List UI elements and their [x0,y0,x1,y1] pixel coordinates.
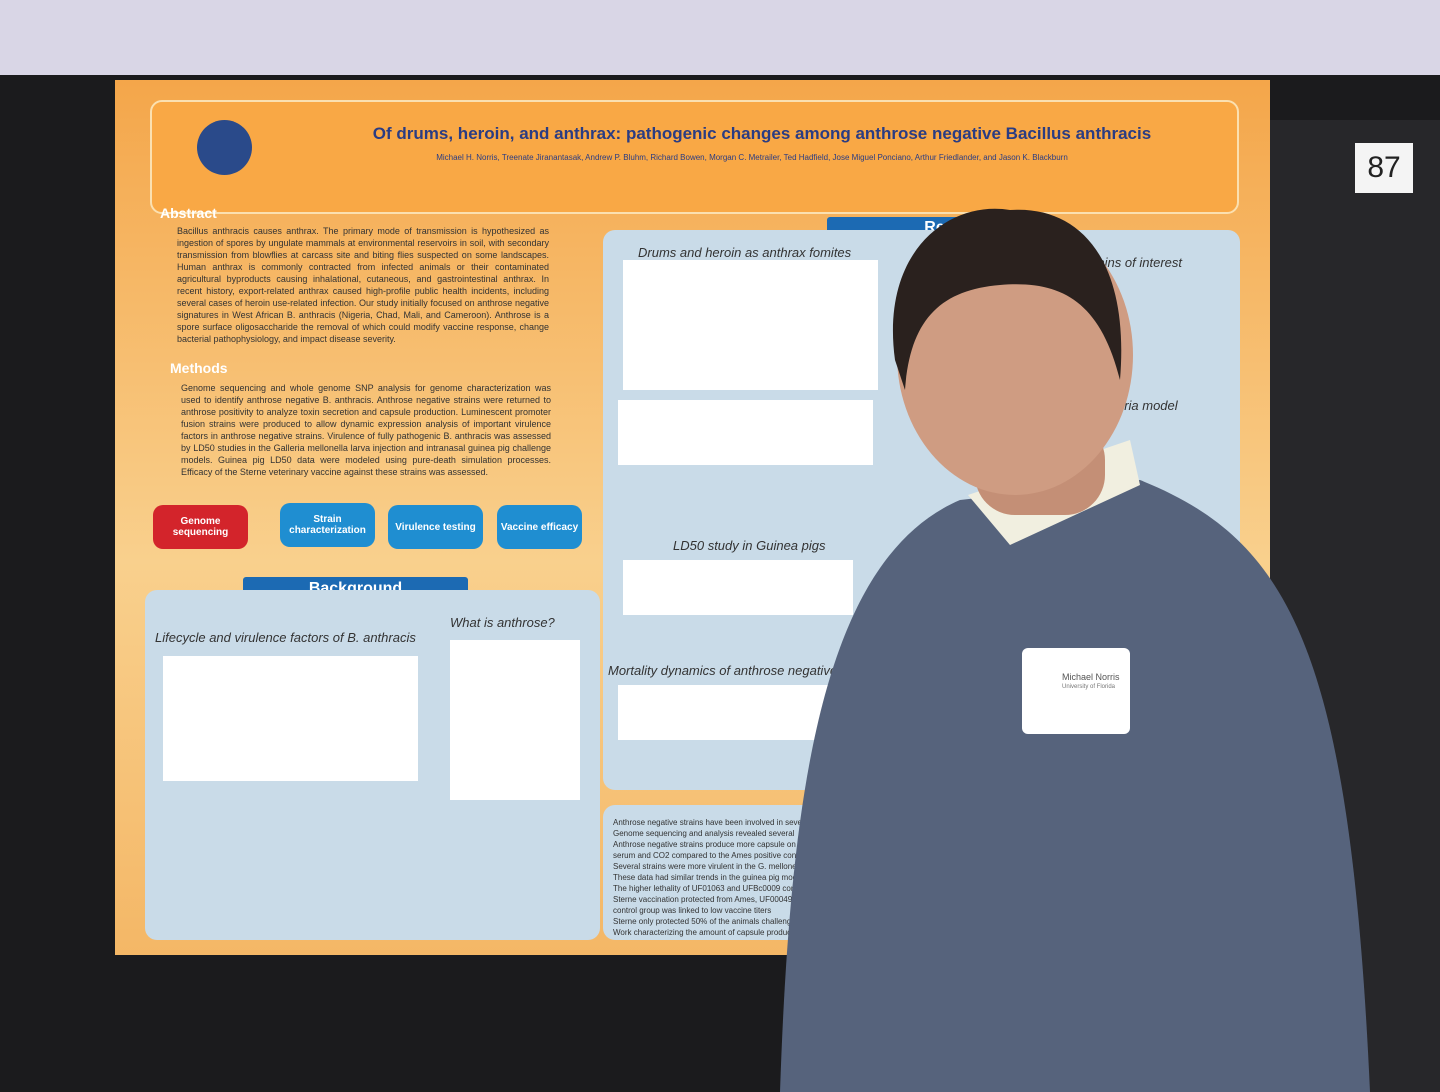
fomites-title: Drums and heroin as anthrax fomites [638,245,852,260]
badge-affiliation: University of Florida [1062,684,1116,690]
conclusion-item: The higher lethality of UF01063 and UFBc… [613,884,798,893]
conclusion-item: Sterne only protected 50% of the animals… [613,917,796,926]
anthrose-figure [450,640,580,800]
conclusion-item: Genome sequencing and analysis revealed … [613,829,795,838]
lifecycle-title: Lifecycle and virulence factors of B. an… [155,630,416,645]
workflow-step: Vaccine efficacy [497,505,582,549]
mortality-figure [618,685,828,740]
lab-logo [197,120,252,175]
conclusion-item: Anthrose negative strains have been invo… [613,818,803,827]
ld50-figure [623,560,853,615]
conclusion-item: control group was linked to low vaccine … [613,906,772,915]
strain-table [618,400,873,465]
methods-text: Genome sequencing and whole genome SNP a… [181,383,551,477]
conclusion-item: Work characterizing the amount of capsul… [613,928,796,937]
conclusion-item: Anthrose negative strains produce more c… [613,840,796,849]
workflow-step: Strain characterization [280,503,375,547]
sweater [780,480,1370,1092]
workflow-step: Virulence testing [388,505,483,549]
conclusion-item: Several strains were more virulent in th… [613,862,797,871]
methods-heading: Methods [170,360,228,376]
conclusion-item: serum and CO2 compared to the Ames posit… [613,851,799,860]
hair [892,208,1122,390]
strains-title: strains of interest [1083,255,1182,270]
badge-name: Michael Norris [1062,672,1120,682]
abstract-heading: Abstract [160,205,217,221]
map-figure [623,260,878,390]
background-panel: Lifecycle and virulence factors of B. an… [145,590,600,940]
poster-authors: Michael H. Norris, Treenate Jiranantasak… [436,153,1068,162]
conclusion-item: These data had similar trends in the gui… [613,873,798,882]
name-badge: Michael Norris University of Florida [1022,648,1130,734]
poster-header: Of drums, heroin, and anthrax: pathogeni… [150,100,1239,214]
ld50-title: LD50 study in Guinea pigs [673,538,826,553]
mortality-title: Mortality dynamics of anthrose negative [608,663,838,678]
workflow-step: Genome sequencing [153,505,248,549]
poster-title: Of drums, heroin, and anthrax: pathogeni… [372,124,1152,143]
board-number: 87 [1355,143,1413,193]
abstract-text: Bacillus anthracis causes anthrax. The p… [177,226,549,344]
anthrose-title: What is anthrose? [450,615,555,630]
conclusion-item: Sterne vaccination protected from Ames, … [613,895,793,904]
lifecycle-figure [163,656,418,781]
